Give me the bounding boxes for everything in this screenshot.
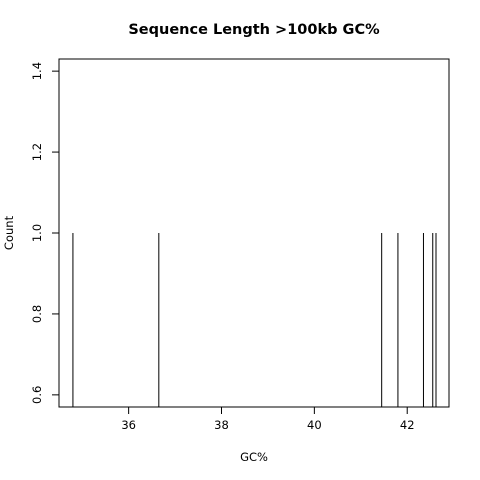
y-tick-label-2: 1.0 [30,224,44,242]
x-tick-label-3: 42 [400,418,415,432]
y-tick-label-4: 1.4 [30,62,44,80]
x-tick-label-0: 36 [121,418,136,432]
y-tick-label-3: 1.2 [30,143,44,161]
y-tick-label-0: 0.6 [30,386,44,404]
y-axis: 0.6 0.8 1.0 1.2 1.4 [30,62,60,404]
x-axis: 36 38 40 42 [121,406,415,432]
chart-title: Sequence Length >100kb GC% [128,22,380,38]
x-tick-label-1: 38 [214,418,229,432]
plot-frame [58,58,450,408]
y-tick-label-1: 0.8 [30,305,44,323]
y-axis-label: Count [2,215,16,250]
x-tick-label-2: 40 [307,418,322,432]
bar-series [72,233,437,407]
x-axis-label: GC% [240,450,268,464]
